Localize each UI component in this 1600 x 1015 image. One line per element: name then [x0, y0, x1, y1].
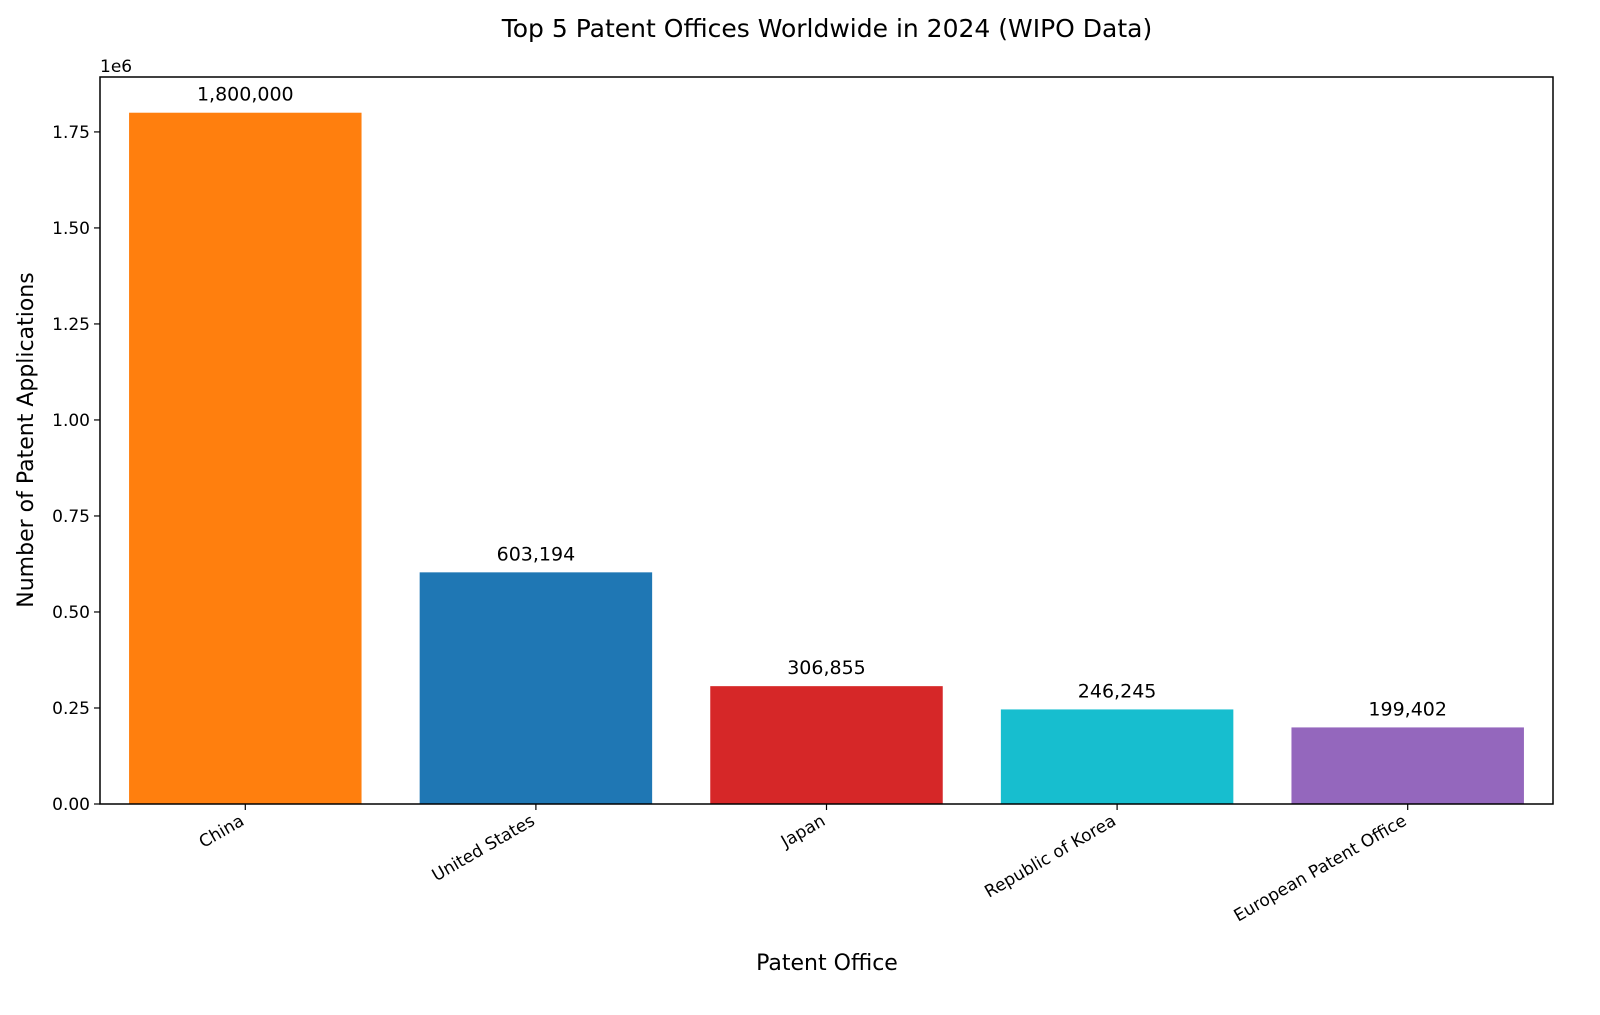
x-tick-label: China	[196, 811, 248, 853]
data-label: 603,194	[497, 543, 576, 565]
chart-title: Top 5 Patent Offices Worldwide in 2024 (…	[501, 14, 1153, 43]
data-label: 306,855	[787, 657, 866, 679]
bar-japan	[710, 686, 943, 804]
data-label: 246,245	[1078, 680, 1157, 702]
bar-china	[129, 112, 362, 805]
y-tick-label: 0.25	[52, 699, 90, 719]
y-tick-label: 1.50	[52, 219, 90, 239]
y-tick-label: 1.75	[52, 123, 90, 143]
bar-european-patent-office	[1291, 727, 1524, 804]
data-label: 1,800,000	[197, 84, 294, 106]
y-tick-label: 0.50	[52, 603, 90, 623]
x-axis-label: Patent Office	[756, 951, 898, 976]
data-label: 199,402	[1368, 698, 1447, 720]
y-tick-label: 0.75	[52, 507, 90, 527]
y-tick-label: 1.00	[52, 411, 90, 431]
bar-united-states	[419, 572, 653, 804]
x-tick-label: European Patent Office	[1231, 811, 1411, 926]
x-tick-label: Japan	[777, 811, 829, 853]
y-tick-label: 0.00	[52, 795, 90, 815]
y-tick-label: 1.25	[52, 315, 90, 335]
plot-frame	[99, 76, 1554, 805]
x-tick-label: Republic of Korea	[981, 811, 1119, 902]
y-axis-label: Number of Patent Applications	[14, 272, 39, 607]
y-offset-label: 1e6	[100, 57, 132, 77]
x-tick-label: United States	[429, 811, 539, 886]
bar-republic-of-korea	[1000, 709, 1234, 804]
